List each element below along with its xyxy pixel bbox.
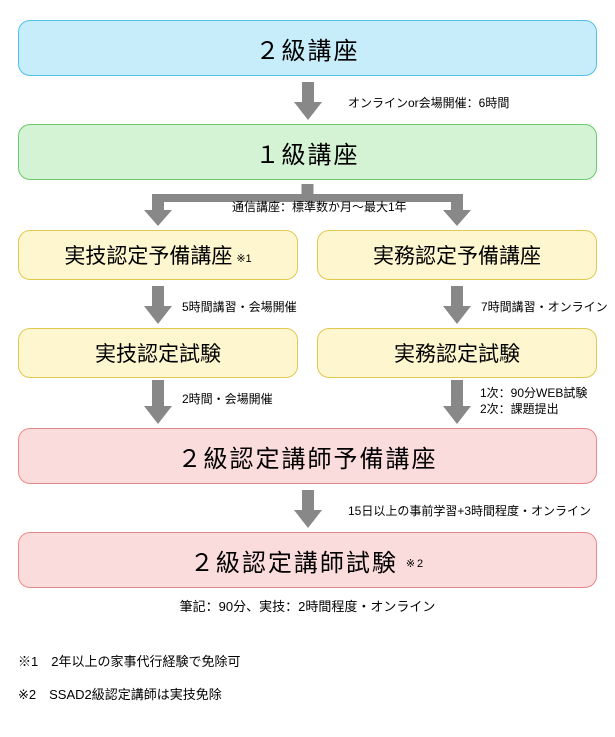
arrow-row-2: 通信講座：標準数か月～最大1年 — [18, 184, 597, 228]
arrow-label: 通信講座：標準数か月～最大1年 — [232, 198, 407, 215]
arrow-label: 15日以上の事前学習+3時間程度・オンライン — [348, 502, 591, 519]
box-work-prep-course: 実務認定予備講座 — [317, 230, 597, 280]
footnote-1: ※1 2年以上の家事代行経験で免除可 — [18, 651, 597, 670]
box-label: 実技認定予備講座 — [64, 240, 232, 270]
box-work-exam: 実務認定試験 — [317, 328, 597, 378]
box-level1-course: １級講座 — [18, 124, 597, 180]
arrow-row-3: 5時間講習・会場開催 7時間講習・オンライン — [18, 284, 597, 326]
box-level2-course: ２級講座 — [18, 20, 597, 76]
box-label: ２級講座 — [256, 31, 360, 66]
arrow-row-5: 15日以上の事前学習+3時間程度・オンライン — [18, 488, 597, 530]
box-note: ※2 — [406, 557, 425, 570]
arrow-label: 7時間講習・オンライン — [481, 298, 608, 315]
box-label: １級講座 — [256, 135, 360, 170]
footnotes: ※1 2年以上の家事代行経験で免除可 ※2 SSAD2級認定講師は実技免除 — [18, 651, 597, 703]
arrow-label: 5時間講習・会場開催 — [182, 298, 297, 315]
footer-note: 筆記：90分、実技：2時間程度・オンライン — [18, 596, 597, 615]
arrow-row-4: 2時間・会場開催 1次：90分WEB試験 2次：課題提出 — [18, 378, 597, 428]
arrow-down-icon — [437, 284, 477, 326]
row-exams: 実技認定試験 実務認定試験 — [18, 328, 597, 378]
box-label: ２級認定講師予備講座 — [178, 439, 438, 474]
arrow-down-icon — [288, 488, 328, 530]
row-prep-courses: 実技認定予備講座 ※1 実務認定予備講座 — [18, 230, 597, 280]
arrow-label: オンラインor会場開催：6時間 — [348, 94, 509, 111]
box-skill-prep-course: 実技認定予備講座 ※1 — [18, 230, 298, 280]
arrow-label: 2時間・会場開催 — [182, 390, 273, 407]
arrow-label: 2次：課題提出 — [480, 400, 559, 417]
box-label: 実務認定試験 — [394, 338, 520, 368]
footnote-2: ※2 SSAD2級認定講師は実技免除 — [18, 684, 597, 703]
arrow-down-icon — [288, 80, 328, 122]
box-instructor-prep: ２級認定講師予備講座 — [18, 428, 597, 484]
box-instructor-exam: ２級認定講師試験 ※2 — [18, 532, 597, 588]
arrow-down-icon — [138, 284, 178, 326]
box-note: ※1 — [236, 252, 251, 265]
box-skill-exam: 実技認定試験 — [18, 328, 298, 378]
box-label: 実務認定予備講座 — [373, 240, 541, 270]
arrow-row-1: オンラインor会場開催：6時間 — [18, 80, 597, 122]
arrow-label: 1次：90分WEB試験 — [480, 384, 587, 401]
box-label: 実技認定試験 — [95, 338, 221, 368]
box-label: ２級認定講師試験 — [190, 543, 398, 578]
